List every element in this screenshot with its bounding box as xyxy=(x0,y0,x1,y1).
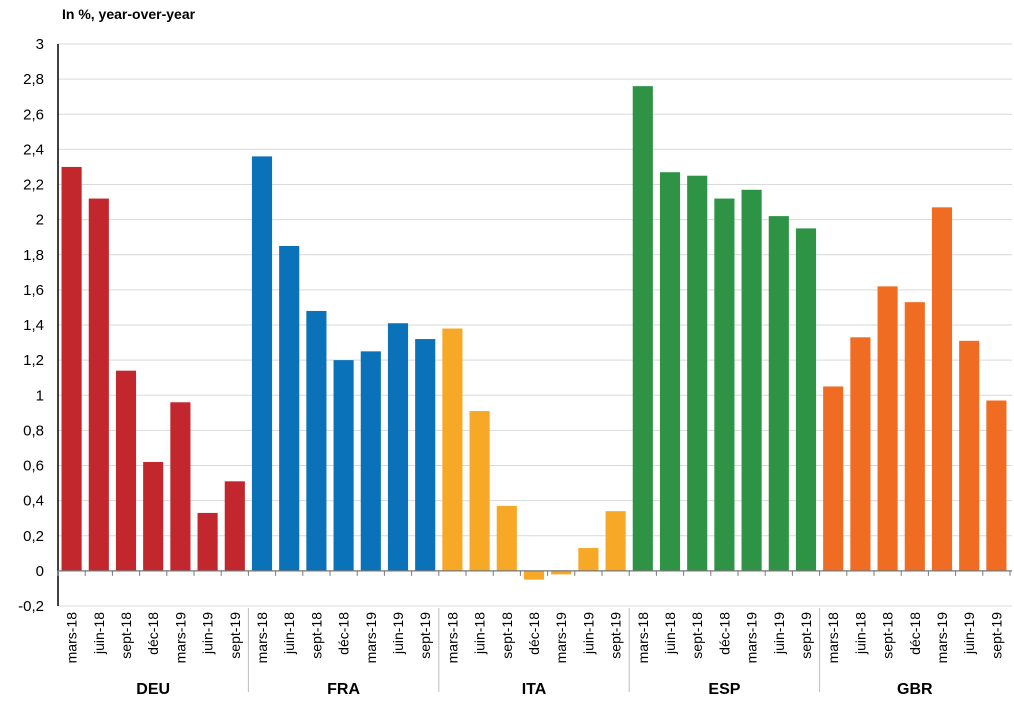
x-tick-label: sept-19 xyxy=(798,612,814,659)
group-label-deu: DEU xyxy=(136,681,170,698)
bar-gbr-4 xyxy=(931,207,953,571)
group-label-esp: ESP xyxy=(708,681,740,698)
bar-gbr-6 xyxy=(986,400,1007,571)
bar-esp-5 xyxy=(768,216,789,571)
bar-deu-6 xyxy=(224,481,245,571)
bar-esp-4 xyxy=(741,189,762,571)
bar-deu-4 xyxy=(170,402,191,571)
group-label-fra: FRA xyxy=(327,681,360,698)
x-tick-label: sept-19 xyxy=(227,612,243,659)
y-tick-label: 2,6 xyxy=(23,106,44,123)
x-tick-label: juin-18 xyxy=(281,612,297,655)
y-tick-label: 2,4 xyxy=(23,141,44,158)
bar-deu-5 xyxy=(197,512,218,571)
bar-ita-6 xyxy=(605,511,626,571)
bar-fra-0 xyxy=(251,156,273,571)
bar-fra-1 xyxy=(279,245,300,571)
x-tick-label: sept-18 xyxy=(118,612,134,659)
y-tick-label: 3 xyxy=(36,36,44,53)
x-tick-label: mars-18 xyxy=(444,612,460,664)
y-tick-label: 2,8 xyxy=(23,71,44,88)
x-tick-label: sept-18 xyxy=(880,612,896,659)
x-tick-label: juin-18 xyxy=(91,612,107,655)
x-tick-label: mars-18 xyxy=(825,612,841,664)
x-tick-label: mars-18 xyxy=(64,612,80,664)
y-tick-label: 0,6 xyxy=(23,458,44,475)
y-tick-label: 0,4 xyxy=(23,493,44,510)
bar-fra-5 xyxy=(387,323,409,571)
bar-esp-0 xyxy=(632,86,653,571)
bar-esp-3 xyxy=(714,198,735,571)
bar-ita-5 xyxy=(578,548,599,571)
y-tick-label: 2,2 xyxy=(23,177,44,194)
x-tick-label: sept-18 xyxy=(689,612,705,659)
x-tick-label: juin-18 xyxy=(472,612,488,655)
bar-gbr-2 xyxy=(877,286,898,571)
y-tick-label: 0,8 xyxy=(23,422,44,439)
bar-ita-4 xyxy=(551,570,572,575)
bar-gbr-1 xyxy=(850,337,871,571)
x-tick-label: sept-18 xyxy=(499,612,515,659)
bar-gbr-3 xyxy=(904,302,925,571)
x-tick-label: juin-19 xyxy=(200,612,216,655)
bar-ita-1 xyxy=(469,411,490,571)
y-tick-label: 2 xyxy=(36,212,44,229)
x-tick-label: juin-19 xyxy=(771,612,787,655)
y-tick-label: 0 xyxy=(36,563,44,580)
bar-esp-2 xyxy=(687,175,708,571)
x-tick-label: juin-18 xyxy=(852,612,868,655)
x-tick-label: sept-19 xyxy=(417,612,433,659)
x-tick-label: sept-19 xyxy=(988,612,1004,659)
group-label-ita: ITA xyxy=(522,681,547,698)
bar-gbr-0 xyxy=(823,386,844,571)
bar-deu-3 xyxy=(143,461,164,571)
bar-ita-0 xyxy=(442,328,463,571)
bar-esp-6 xyxy=(795,228,817,571)
x-tick-label: mars-19 xyxy=(172,612,188,664)
x-tick-label: déc-18 xyxy=(716,612,732,655)
bar-esp-1 xyxy=(659,172,681,571)
x-tick-label: mars-19 xyxy=(363,612,379,664)
y-tick-label: 1,2 xyxy=(23,352,44,369)
bar-fra-3 xyxy=(333,360,354,571)
bar-gbr-5 xyxy=(959,340,980,571)
bar-deu-2 xyxy=(115,370,137,571)
y-tick-label: 1 xyxy=(36,387,44,404)
x-tick-label: mars-18 xyxy=(635,612,651,664)
bar-fra-4 xyxy=(360,351,381,571)
x-tick-label: sept-19 xyxy=(608,612,624,659)
y-tick-label: -0,2 xyxy=(18,598,44,615)
y-tick-label: 1,4 xyxy=(23,317,44,334)
x-tick-label: déc-18 xyxy=(145,612,161,655)
bar-fra-2 xyxy=(306,310,327,571)
y-tick-label: 0,2 xyxy=(23,528,44,545)
x-tick-label: déc-18 xyxy=(526,612,542,655)
bar-ita-3 xyxy=(523,570,545,580)
x-tick-label: sept-18 xyxy=(308,612,324,659)
bar-fra-6 xyxy=(415,339,436,571)
y-tick-label: 1,8 xyxy=(23,247,44,264)
x-tick-label: mars-19 xyxy=(934,612,950,664)
x-tick-label: juin-19 xyxy=(961,612,977,655)
bar-deu-0 xyxy=(61,166,82,571)
x-tick-label: déc-18 xyxy=(907,612,923,655)
x-tick-label: juin-18 xyxy=(662,612,678,655)
chart-title: In %, year-over-year xyxy=(62,6,196,22)
y-tick-label: 1,6 xyxy=(23,282,44,299)
group-label-gbr: GBR xyxy=(897,681,933,698)
x-tick-label: mars-19 xyxy=(744,612,760,664)
x-tick-label: mars-19 xyxy=(553,612,569,664)
x-tick-label: juin-19 xyxy=(390,612,406,655)
x-tick-label: mars-18 xyxy=(254,612,270,664)
x-tick-label: déc-18 xyxy=(336,612,352,655)
x-tick-label: juin-19 xyxy=(580,612,596,655)
bar-deu-1 xyxy=(88,198,109,571)
bar-ita-2 xyxy=(496,505,517,571)
